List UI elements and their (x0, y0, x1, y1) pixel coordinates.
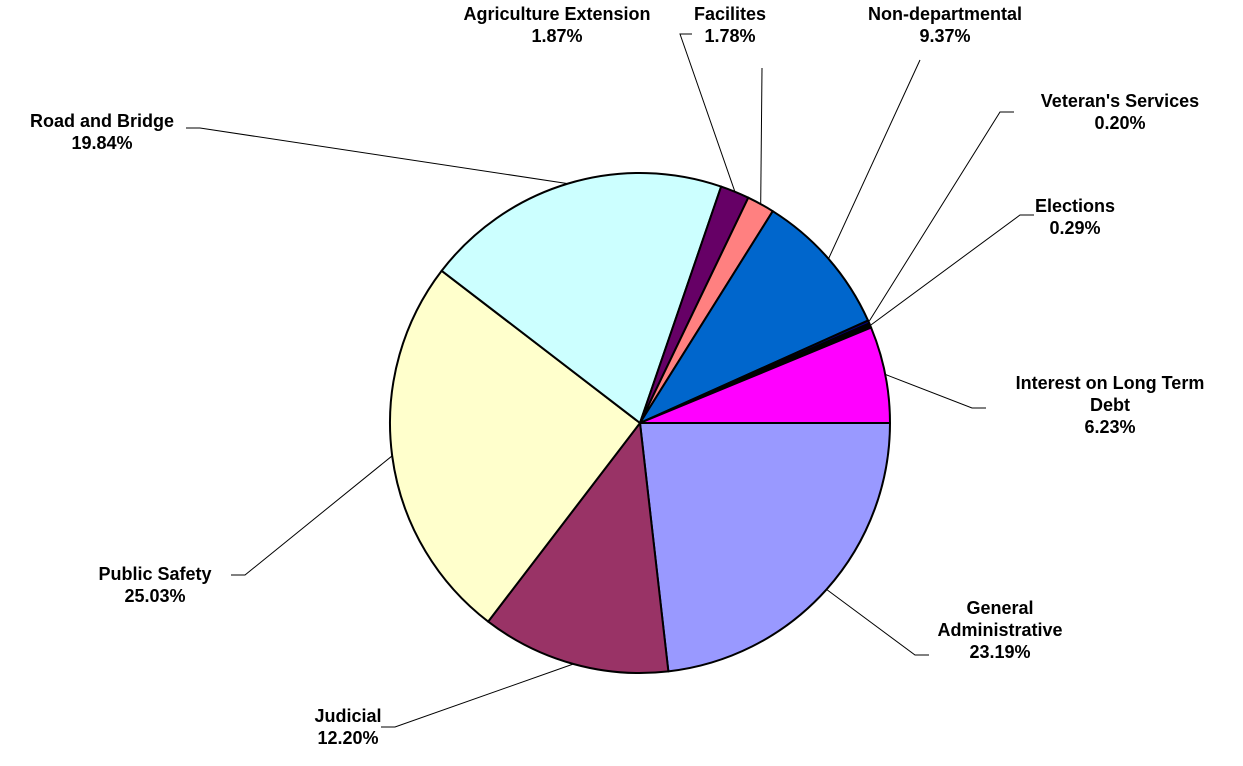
slice-percent-text: 23.19% (969, 642, 1030, 662)
pie-slice-general-administrative (639, 422, 891, 673)
slice-label-non-departmental: Non-departmental 9.37% (868, 4, 1022, 46)
leader-line-judicial (381, 663, 574, 728)
leader-lines-layer (186, 33, 1034, 728)
slice-name-text: Interest on Long Term (1016, 373, 1205, 393)
slice-name-text: Public Safety (98, 564, 211, 584)
pie-slice-road-and-bridge (440, 172, 723, 424)
slice-name-text: Veteran's Services (1041, 91, 1199, 111)
slice-name-text: Judicial (314, 706, 381, 726)
slice-percent-text: 6.23% (1084, 417, 1135, 437)
slice-label-judicial: Judicial 12.20% (314, 706, 381, 748)
slice-percent-text: 0.29% (1049, 218, 1100, 238)
slice-name-text: Agriculture Extension (463, 4, 650, 24)
slice-percent-text: 25.03% (124, 586, 185, 606)
slice-label-general-administrative: General Administrative 23.19% (937, 598, 1062, 662)
leader-line-road-and-bridge (186, 127, 568, 185)
leader-line-general-administrative (826, 588, 929, 656)
slice-label-road-and-bridge: Road and Bridge 19.84% (30, 111, 174, 153)
leader-line-non-departmental (828, 59, 921, 260)
slice-percent-text: 1.78% (704, 26, 755, 46)
leader-line-interest-on-long-term-debt (885, 373, 986, 409)
slice-name-text: Facilites (694, 4, 766, 24)
slice-percent-text: 0.20% (1094, 113, 1145, 133)
slice-label-agriculture-extension: Agriculture Extension 1.87% (463, 4, 650, 46)
slice-name-text: General (966, 598, 1033, 618)
slice-name-text: Elections (1035, 196, 1115, 216)
slice-name-text: Administrative (937, 620, 1062, 640)
slice-label-elections: Elections 0.29% (1035, 196, 1115, 238)
leader-line-elections (869, 214, 1034, 326)
slice-label-veteran-s-services: Veteran's Services 0.20% (1041, 91, 1199, 133)
slice-name-text: Road and Bridge (30, 111, 174, 131)
slices-layer (389, 172, 891, 674)
leader-line-facilites (760, 67, 763, 205)
slice-name-text: Debt (1090, 395, 1130, 415)
slice-percent-text: 19.84% (71, 133, 132, 153)
leader-line-veteran-s-services (868, 111, 1014, 323)
slice-percent-text: 12.20% (317, 728, 378, 748)
leader-line-public-safety (231, 455, 393, 576)
slice-label-interest-on-long-term-debt: Interest on Long Term Debt 6.23% (1016, 373, 1205, 437)
slice-percent-text: 9.37% (919, 26, 970, 46)
labels-layer: General Administrative 23.19% Judicial 12.20… (30, 4, 1204, 748)
slice-label-facilites: Facilites 1.78% (694, 4, 766, 46)
slice-percent-text: 1.87% (531, 26, 582, 46)
leader-line-agriculture-extension (679, 33, 736, 192)
slice-name-text: Non-departmental (868, 4, 1022, 24)
slice-label-public-safety: Public Safety 25.03% (98, 564, 211, 606)
pie-slice-judicial (487, 422, 670, 674)
